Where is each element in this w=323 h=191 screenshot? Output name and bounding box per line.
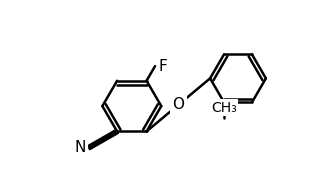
Text: N: N [74,140,86,155]
Text: F: F [158,59,167,74]
Text: CH₃: CH₃ [211,101,237,115]
Text: O: O [172,97,184,112]
